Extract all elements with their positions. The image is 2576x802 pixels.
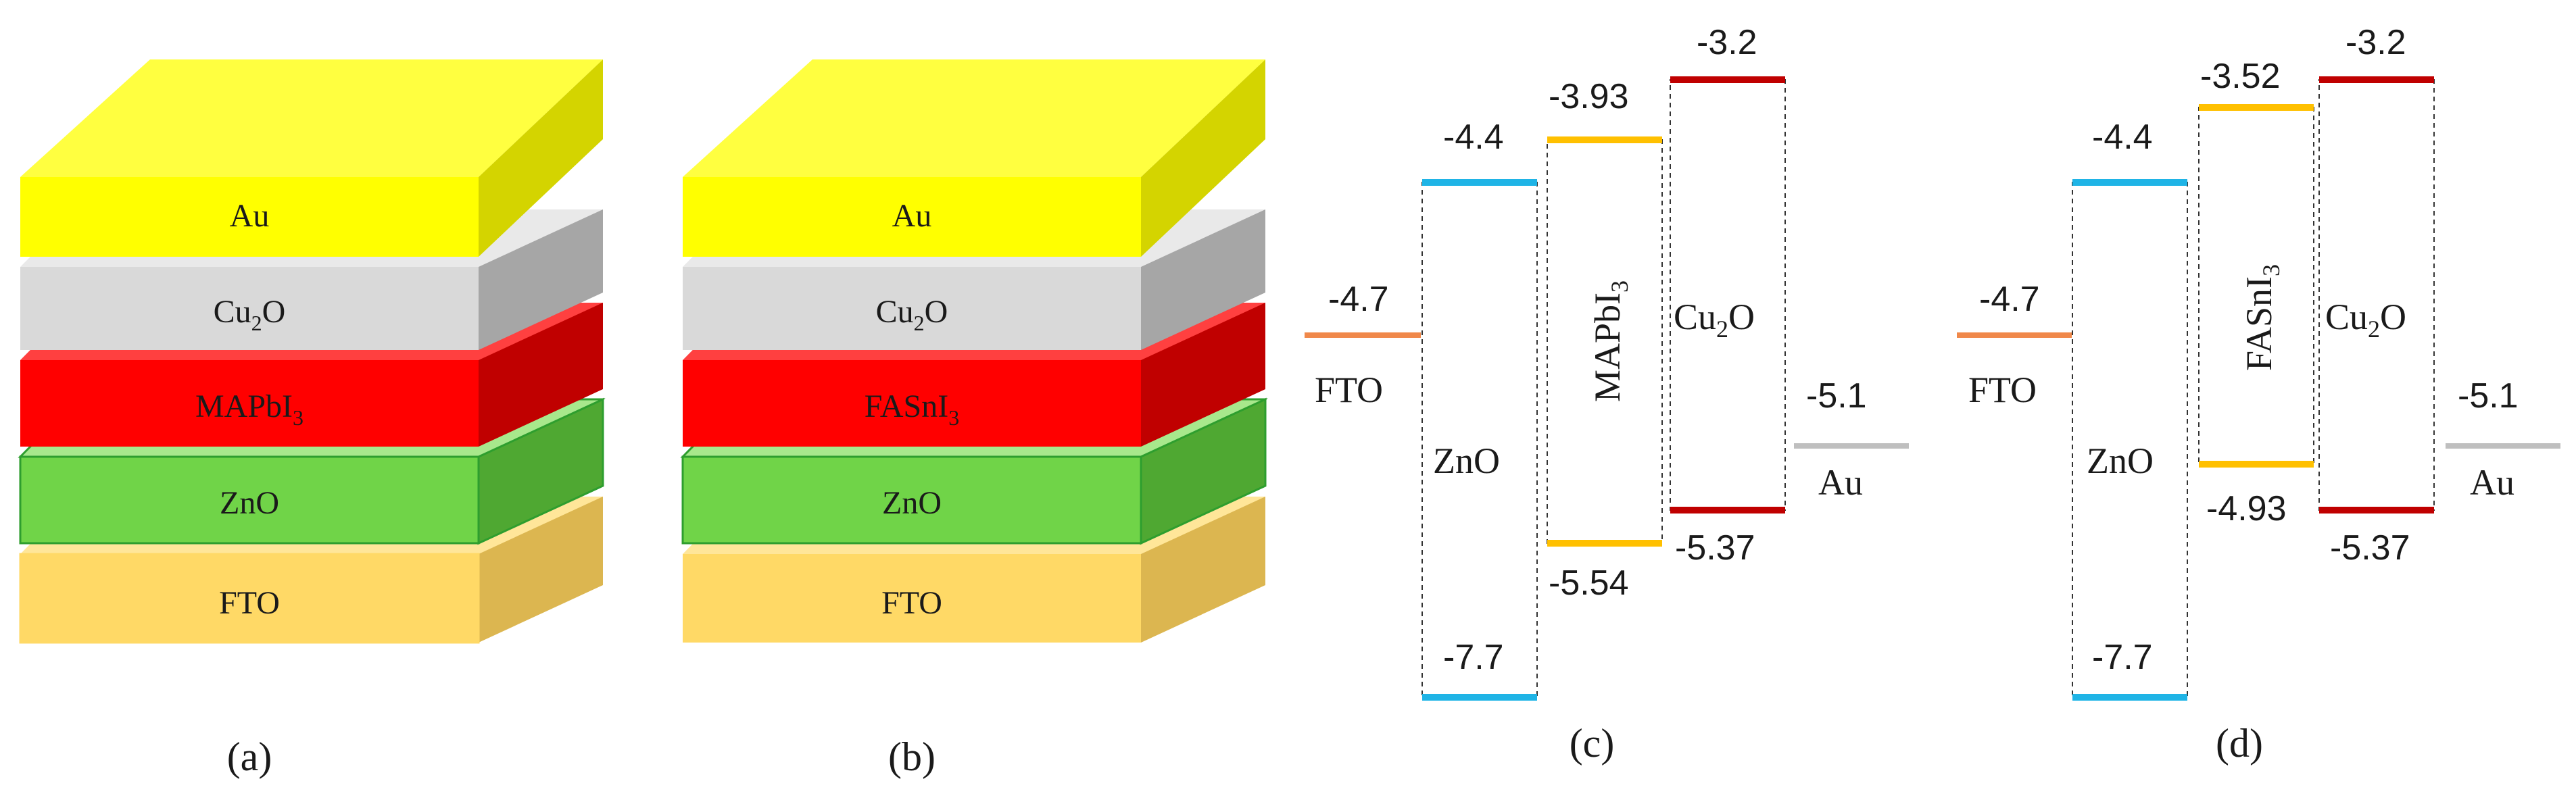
zno-bottom-value-c: -7.7 (1443, 638, 1504, 677)
au-label-c: Au (1818, 462, 1863, 503)
caption-d: (d) (2216, 721, 2263, 766)
layer-au-b-top (683, 59, 1265, 177)
layer-au-a-side (479, 59, 603, 257)
layer-au-b-front (683, 177, 1141, 257)
absorber-bottom-value-d: -4.93 (2206, 489, 2287, 528)
layer-fto-a-front (19, 553, 480, 644)
layer-au-b: Au (683, 59, 1265, 257)
fto-label-d: FTO (1968, 370, 2037, 410)
layer-fto-a-label: FTO (219, 585, 280, 621)
fto-value-c: -4.7 (1328, 280, 1389, 319)
layer-cu2o-b-label: Cu2O (876, 294, 948, 335)
layer-cu2o-a-side (479, 209, 603, 350)
layer-absorber-a-label: MAPbI3 (195, 389, 303, 430)
caption-c: (c) (1570, 721, 1615, 766)
layer-au-a-label: Au (230, 198, 270, 234)
panel-a-stack: FTO ZnO MAPbI3 Cu2O Au (18, 59, 606, 779)
layer-cu2o-a-front (20, 267, 479, 350)
layer-au-b-label: Au (892, 198, 932, 234)
cu2o-label-d: Cu2O (2325, 297, 2406, 343)
layer-zno-a-front (19, 455, 480, 545)
layer-zno-a-label: ZnO (220, 485, 279, 521)
zno-top-value-d: -4.4 (2092, 118, 2153, 157)
zno-top-value-c: -4.4 (1443, 118, 1504, 157)
layer-cu2o-a-label: Cu2O (214, 294, 286, 335)
layer-zno-b-label: ZnO (882, 485, 942, 521)
layer-cu2o-b-front (683, 267, 1141, 350)
absorber-label-c: MAPbI3 (1587, 280, 1633, 402)
cu2o-label-c: Cu2O (1674, 297, 1755, 343)
caption-b: (b) (888, 734, 935, 779)
absorber-label-d: FASnI3 (2239, 264, 2285, 371)
layer-au-a: Au (20, 59, 603, 257)
fto-value-d: -4.7 (1979, 280, 2040, 319)
zno-box-c (1421, 182, 1538, 698)
layer-fto-b-side (1141, 497, 1265, 643)
layer-absorber-a-side (479, 303, 603, 447)
layer-fto-b-label: FTO (881, 585, 942, 621)
au-value-c: -5.1 (1806, 376, 1867, 416)
panel-c-energy-diagram: -4.7 FTO -4.4 -7.7 ZnO -3.93 -5.54 MAPbI… (1305, 23, 1909, 766)
layer-fto-b-front (683, 554, 1141, 643)
panel-b-stack: FTO ZnO FASnI3 Cu2O Au (b) (680, 59, 1268, 779)
layer-zno-b-front (681, 455, 1142, 545)
cu2o-box-d (2318, 79, 2435, 511)
layer-absorber-b-front (683, 360, 1141, 447)
cu2o-bottom-value-c: -5.37 (1675, 528, 1755, 568)
cu2o-box-c (1670, 79, 1786, 511)
layer-absorber-b-side (1141, 303, 1265, 447)
absorber-bottom-value-c: -5.54 (1549, 563, 1629, 603)
zno-label-d: ZnO (2087, 441, 2154, 481)
zno-box-d (2072, 182, 2188, 698)
zno-label-c: ZnO (1433, 441, 1500, 481)
absorber-top-value-d: -3.52 (2200, 57, 2281, 96)
absorber-top-value-c: -3.93 (1549, 77, 1629, 116)
layer-absorber-a-front (20, 360, 479, 447)
zno-bottom-value-d: -7.7 (2092, 638, 2153, 677)
au-value-d: -5.1 (2458, 376, 2519, 416)
layer-au-a-front (20, 177, 479, 257)
au-label-d: Au (2470, 462, 2514, 503)
layer-au-a-top (20, 59, 603, 177)
layer-fto-a-side (479, 497, 603, 643)
fto-label-c: FTO (1315, 370, 1383, 410)
caption-a: (a) (227, 734, 272, 779)
cu2o-bottom-value-d: -5.37 (2330, 528, 2410, 568)
layer-cu2o-b-side (1141, 209, 1265, 350)
layer-absorber-b-label: FASnI3 (865, 389, 959, 430)
layer-au-b-side (1141, 59, 1265, 257)
cu2o-top-value-d: -3.2 (2346, 23, 2406, 62)
panel-d-energy-diagram: -4.7 FTO -4.4 -7.7 ZnO -3.52 -4.93 FASnI… (1957, 23, 2560, 766)
cu2o-top-value-c: -3.2 (1697, 23, 1757, 62)
